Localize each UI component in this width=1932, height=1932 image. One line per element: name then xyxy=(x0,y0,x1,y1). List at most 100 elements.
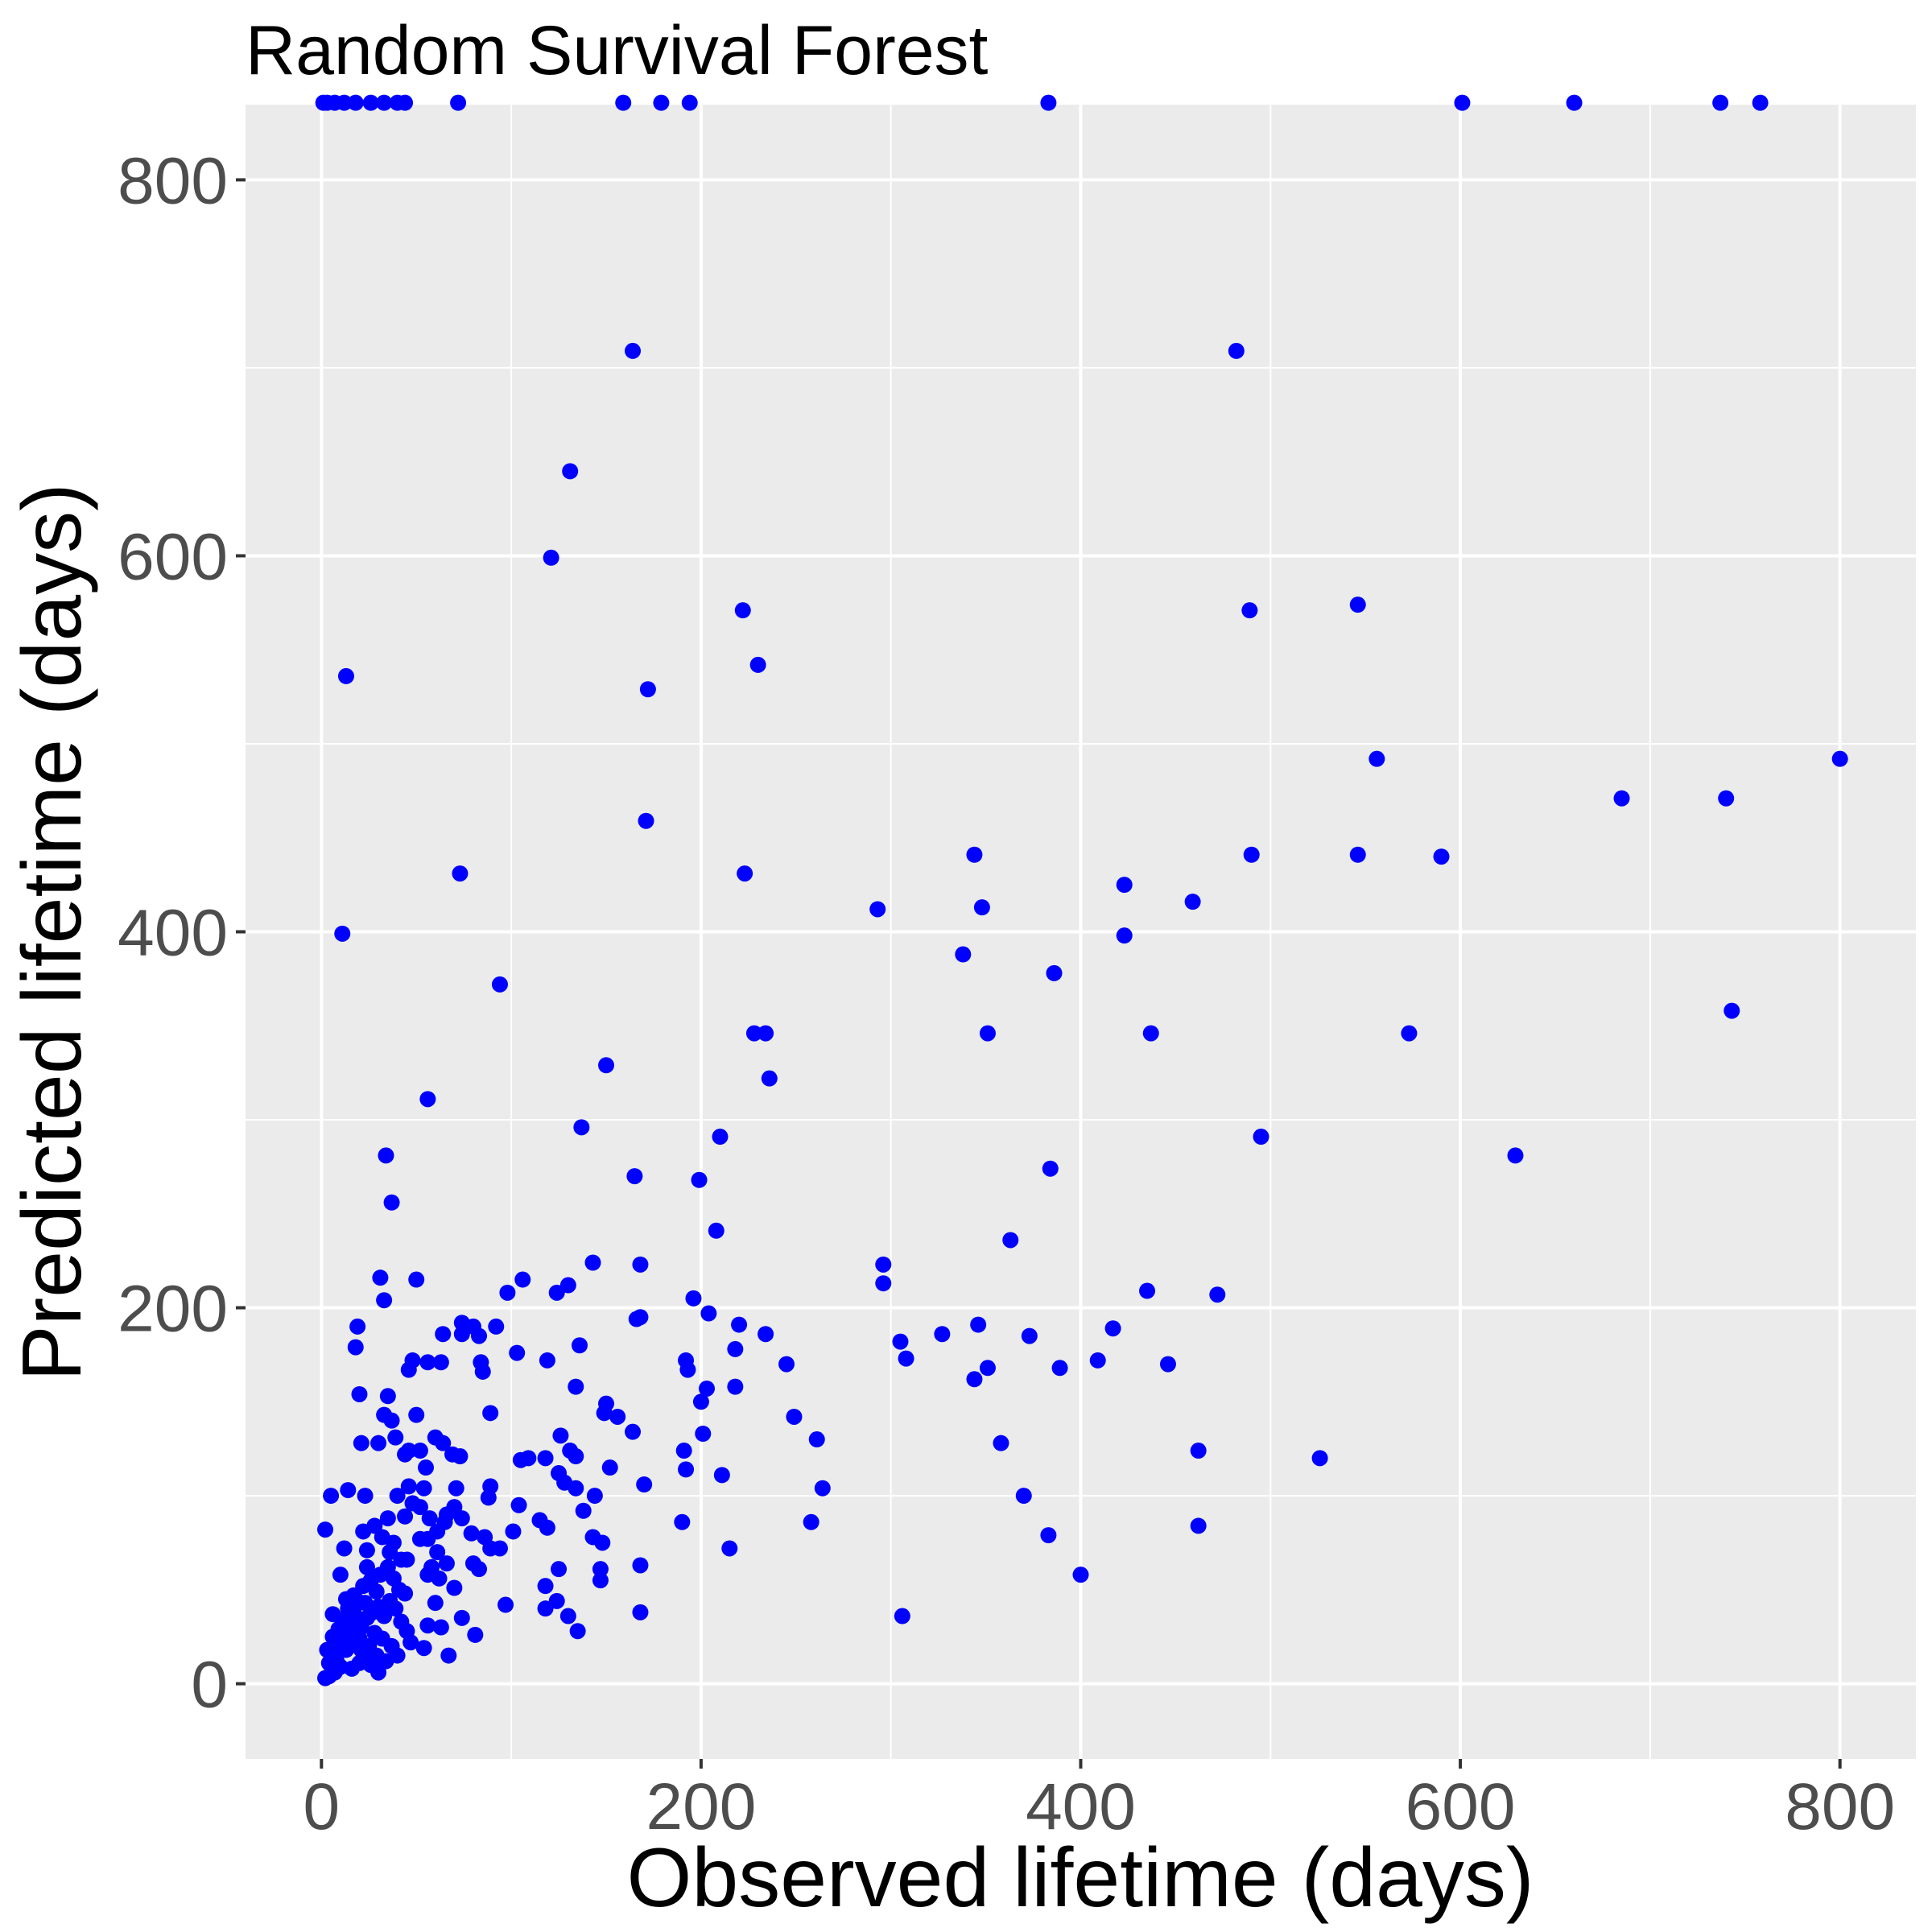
data-point xyxy=(552,1427,569,1444)
data-point xyxy=(695,1426,712,1443)
data-point xyxy=(584,1254,601,1271)
data-point xyxy=(803,1513,819,1530)
data-point xyxy=(317,1521,334,1538)
data-point xyxy=(592,1572,609,1589)
data-point xyxy=(615,94,632,111)
data-point xyxy=(357,1488,374,1505)
data-point xyxy=(539,1519,555,1536)
data-point xyxy=(808,1431,825,1448)
data-point xyxy=(427,1595,444,1612)
data-point xyxy=(389,1488,406,1505)
data-point xyxy=(379,1388,396,1405)
data-point xyxy=(453,1609,470,1626)
data-point xyxy=(575,1502,592,1519)
data-point xyxy=(497,1596,514,1613)
y-axis-title: Predicted lifetime (days) xyxy=(6,483,99,1381)
data-point xyxy=(731,1316,748,1333)
data-point xyxy=(727,1378,744,1395)
data-point xyxy=(734,602,751,619)
data-point xyxy=(551,1465,568,1482)
data-point xyxy=(452,1448,469,1465)
data-point xyxy=(482,1405,499,1422)
data-point xyxy=(537,1600,554,1617)
data-point xyxy=(411,1443,428,1459)
data-point xyxy=(1507,1147,1524,1164)
data-point xyxy=(1228,342,1245,359)
data-point xyxy=(1566,94,1583,111)
data-point xyxy=(345,1604,362,1620)
data-point xyxy=(432,1354,449,1371)
data-point xyxy=(1051,1360,1068,1377)
data-point xyxy=(435,1326,452,1343)
data-point xyxy=(638,812,654,829)
data-point xyxy=(758,1326,774,1343)
data-point xyxy=(383,1194,400,1211)
data-point xyxy=(568,1448,584,1465)
data-point xyxy=(869,901,886,918)
data-point xyxy=(438,1506,455,1523)
x-tick-label: 200 xyxy=(646,1770,756,1843)
data-point xyxy=(1712,94,1729,111)
data-point xyxy=(539,1352,555,1368)
data-point xyxy=(429,1523,446,1540)
data-point xyxy=(1116,927,1133,944)
y-tick-label: 200 xyxy=(118,1273,228,1346)
data-point xyxy=(471,1561,488,1578)
data-point xyxy=(692,1393,709,1410)
data-point xyxy=(678,1461,695,1478)
data-point xyxy=(568,1378,584,1395)
data-point xyxy=(337,1591,354,1608)
data-point xyxy=(370,1435,387,1451)
data-point xyxy=(453,1326,470,1343)
data-point xyxy=(1021,1327,1038,1344)
x-tick-label: 400 xyxy=(1026,1770,1136,1843)
data-point xyxy=(397,1446,414,1463)
data-point xyxy=(1311,1450,1328,1467)
data-point xyxy=(467,1626,484,1643)
data-point xyxy=(653,94,670,111)
chart-title: Random Survival Forest xyxy=(246,12,989,89)
data-point xyxy=(1184,894,1201,910)
data-point xyxy=(376,1292,393,1309)
data-point xyxy=(383,1412,400,1429)
x-tick-label: 600 xyxy=(1406,1770,1516,1843)
data-point xyxy=(512,1451,529,1468)
data-point xyxy=(463,1525,480,1542)
data-point xyxy=(446,1579,463,1596)
y-axis-ticks: 0 200 400 600 800 xyxy=(118,144,246,1722)
data-point xyxy=(368,1583,385,1600)
data-point xyxy=(1241,602,1258,619)
data-point xyxy=(349,1318,366,1335)
data-point xyxy=(347,1339,364,1356)
data-point xyxy=(418,1459,435,1476)
data-point xyxy=(435,1435,452,1451)
data-point xyxy=(378,1653,394,1670)
data-point xyxy=(324,1629,341,1645)
data-point xyxy=(745,1025,762,1042)
x-axis-ticks: 0 200 400 600 800 xyxy=(303,1759,1895,1843)
data-point xyxy=(1040,1527,1057,1544)
data-point xyxy=(966,846,983,863)
data-point xyxy=(440,1647,457,1664)
data-point xyxy=(317,1670,334,1686)
data-point xyxy=(737,865,753,882)
data-point xyxy=(569,1623,586,1640)
data-point xyxy=(594,1534,611,1551)
data-point xyxy=(1752,94,1769,111)
data-point xyxy=(625,342,642,359)
data-point xyxy=(398,1551,415,1568)
data-point xyxy=(357,1595,374,1612)
data-point xyxy=(397,94,414,111)
data-point xyxy=(551,1561,568,1578)
data-point xyxy=(1349,846,1366,863)
data-point xyxy=(499,1284,516,1301)
data-point xyxy=(598,1057,615,1074)
data-point xyxy=(761,1070,778,1087)
data-point xyxy=(1368,750,1385,767)
data-point xyxy=(419,1617,436,1634)
data-point xyxy=(353,1435,369,1451)
data-point xyxy=(471,1327,488,1344)
data-point xyxy=(786,1408,803,1425)
data-point xyxy=(514,1271,531,1288)
data-point xyxy=(480,1489,497,1506)
